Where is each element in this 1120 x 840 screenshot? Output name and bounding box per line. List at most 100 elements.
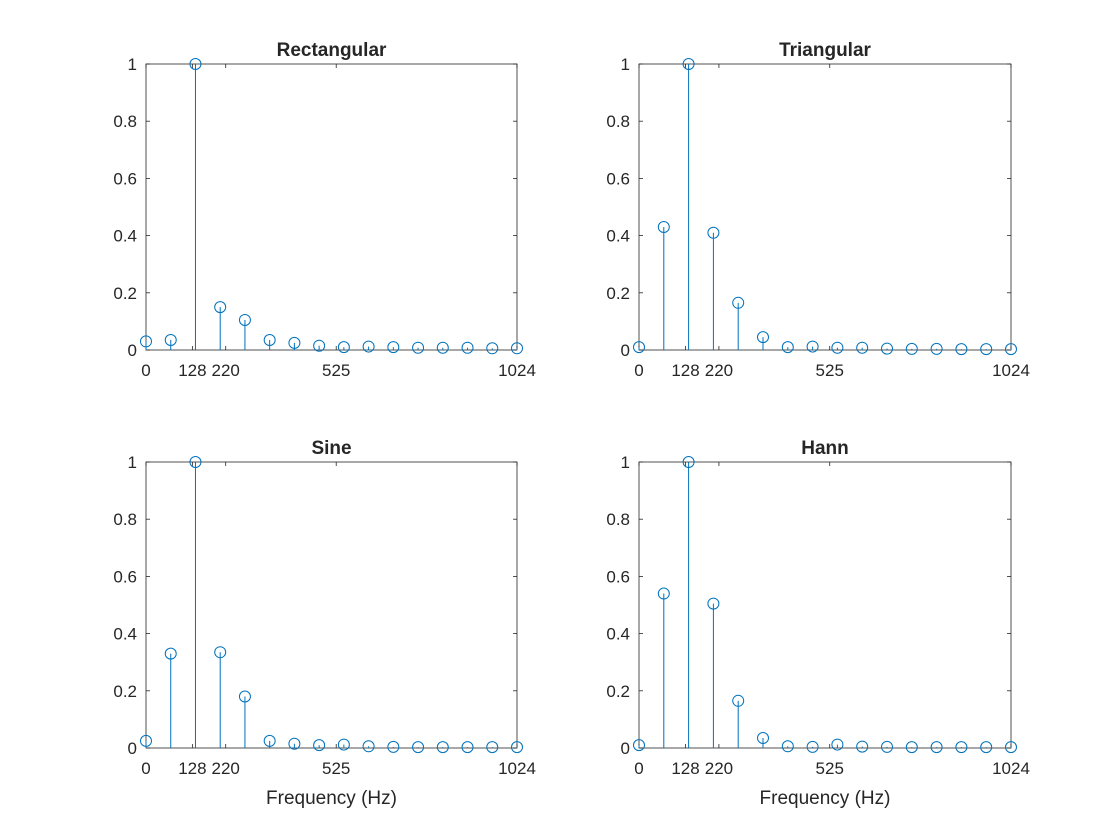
stem-marker bbox=[313, 739, 326, 752]
stem-marker bbox=[980, 741, 993, 754]
stem-marker bbox=[881, 740, 894, 753]
x-tick-label: 1024 bbox=[498, 361, 536, 380]
x-tick-label: 128 bbox=[178, 759, 206, 778]
chart-title: Sine bbox=[311, 438, 351, 459]
stem-marker bbox=[806, 740, 819, 753]
stem-marker bbox=[238, 690, 251, 703]
x-tick-label: 0 bbox=[141, 759, 150, 778]
subplot-hann: Hann 0 0.2 0.4 0.6 0.8 1 0 128 220 525 1024 Frequenc… bbox=[606, 438, 1030, 809]
x-tick-label: 220 bbox=[212, 759, 240, 778]
y-tick-label: 0.6 bbox=[113, 169, 137, 188]
subplot-rectangular: Rectangular 0 0.2 0.4 0.6 0.8 1 0 128 220 525 1024 bbox=[113, 40, 536, 380]
stem-marker bbox=[288, 737, 301, 750]
stem-marker bbox=[806, 340, 819, 353]
x-tick-label: 220 bbox=[705, 361, 733, 380]
stem-marker bbox=[288, 336, 301, 349]
y-tick-label: 0.8 bbox=[606, 112, 630, 131]
stem-marker bbox=[881, 342, 894, 355]
x-tick-label: 0 bbox=[634, 759, 643, 778]
axes-box bbox=[638, 63, 1012, 351]
x-tick-label: 525 bbox=[816, 759, 844, 778]
stem-marker bbox=[682, 456, 695, 468]
y-tick-label: 0.4 bbox=[113, 227, 137, 246]
stem-marker bbox=[362, 740, 375, 753]
stem-marker bbox=[486, 342, 499, 355]
stem-marker bbox=[1005, 343, 1017, 356]
stem-marker bbox=[756, 331, 769, 344]
x-tick-label: 0 bbox=[634, 361, 643, 380]
stem-marker bbox=[263, 333, 276, 346]
stem-marker bbox=[831, 738, 844, 751]
x-tick-label: 525 bbox=[322, 759, 350, 778]
y-tick-label: 0 bbox=[621, 341, 630, 360]
y-tick-label: 0.8 bbox=[113, 112, 137, 131]
stem-marker bbox=[1005, 741, 1017, 754]
stem-marker bbox=[412, 341, 425, 354]
stem-marker bbox=[707, 226, 720, 239]
y-tick-label: 0.6 bbox=[606, 169, 630, 188]
x-tick-label: 128 bbox=[671, 361, 699, 380]
y-tick-label: 1 bbox=[621, 55, 630, 74]
y-tick-label: 1 bbox=[128, 453, 137, 472]
y-tick-label: 0.2 bbox=[113, 284, 137, 303]
stem-marker bbox=[337, 341, 350, 354]
stem-marker bbox=[756, 731, 769, 744]
stem-marker bbox=[707, 597, 720, 610]
stem-marker bbox=[238, 313, 251, 326]
stem-marker bbox=[930, 741, 943, 754]
stem-marker bbox=[511, 741, 523, 754]
y-tick-label: 0.4 bbox=[113, 625, 137, 644]
stem-marker bbox=[955, 343, 968, 356]
x-tick-label: 1024 bbox=[992, 759, 1030, 778]
y-tick-label: 1 bbox=[621, 453, 630, 472]
stem-marker bbox=[337, 738, 350, 751]
stem-marker bbox=[313, 339, 326, 352]
stem-marker bbox=[633, 739, 645, 752]
x-tick-label: 1024 bbox=[498, 759, 536, 778]
stem-marker bbox=[263, 734, 276, 747]
y-tick-label: 0.8 bbox=[113, 510, 137, 529]
x-tick-label: 128 bbox=[178, 361, 206, 380]
x-axis-label: Frequency (Hz) bbox=[266, 788, 397, 809]
stem-marker bbox=[387, 740, 400, 753]
stem-marker bbox=[856, 740, 869, 753]
axes-box bbox=[145, 461, 518, 749]
stem-marker bbox=[189, 58, 202, 70]
chart-title: Triangular bbox=[779, 40, 871, 61]
y-tick-label: 0.2 bbox=[606, 284, 630, 303]
axes-box bbox=[145, 63, 518, 351]
stem-marker bbox=[831, 341, 844, 354]
stem-marker bbox=[930, 342, 943, 355]
chart-title: Hann bbox=[801, 438, 849, 459]
stem-marker bbox=[905, 342, 918, 355]
y-tick-label: 0 bbox=[128, 341, 137, 360]
x-tick-label: 128 bbox=[671, 759, 699, 778]
stem-marker bbox=[732, 694, 745, 707]
stem-marker bbox=[657, 587, 670, 600]
stem-marker bbox=[633, 341, 645, 354]
stem-marker bbox=[856, 341, 869, 354]
stem-marker bbox=[189, 456, 202, 468]
stem-marker bbox=[682, 58, 695, 70]
stem-marker bbox=[436, 741, 449, 754]
stem-marker bbox=[214, 646, 227, 659]
stem-marker bbox=[164, 647, 177, 660]
stem-marker bbox=[164, 333, 177, 346]
stem-marker bbox=[511, 342, 523, 355]
stem-marker bbox=[980, 343, 993, 356]
x-tick-label: 220 bbox=[212, 361, 240, 380]
y-tick-label: 0.8 bbox=[606, 510, 630, 529]
stem-marker bbox=[412, 741, 425, 754]
y-tick-label: 0.6 bbox=[113, 567, 137, 586]
subplot-sine: Sine 0 0.2 0.4 0.6 0.8 1 0 128 220 525 1024 Frequenc… bbox=[113, 438, 536, 809]
stem-marker bbox=[781, 740, 794, 753]
stem-marker bbox=[732, 296, 745, 309]
y-tick-label: 0.2 bbox=[113, 682, 137, 701]
stem-marker bbox=[905, 741, 918, 754]
y-tick-label: 0.2 bbox=[606, 682, 630, 701]
stem-marker bbox=[461, 741, 474, 754]
stem-marker bbox=[781, 341, 794, 354]
x-tick-label: 525 bbox=[816, 361, 844, 380]
